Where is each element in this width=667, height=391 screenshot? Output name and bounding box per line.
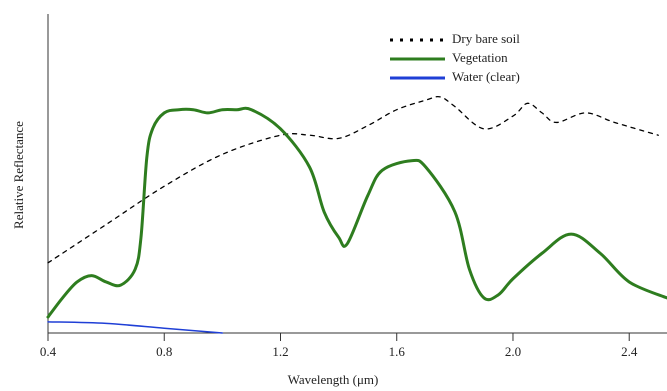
series-line — [47, 321, 224, 334]
x-tick-label: 0.8 — [156, 344, 172, 359]
x-axis-label: Wavelength (μm) — [288, 372, 379, 387]
x-tick-label: 2.0 — [505, 344, 521, 359]
series-line — [46, 106, 667, 319]
x-tick-label: 2.4 — [621, 344, 638, 359]
x-tick-label: 0.4 — [40, 344, 57, 359]
legend-label: Water (clear) — [452, 69, 520, 84]
x-tick-label: 1.6 — [389, 344, 406, 359]
y-axis-label: Relative Reflectance — [11, 121, 26, 229]
series-line — [47, 96, 659, 264]
legend-label: Vegetation — [452, 50, 508, 65]
legend-label: Dry bare soil — [452, 31, 520, 46]
x-tick-label: 1.2 — [272, 344, 288, 359]
